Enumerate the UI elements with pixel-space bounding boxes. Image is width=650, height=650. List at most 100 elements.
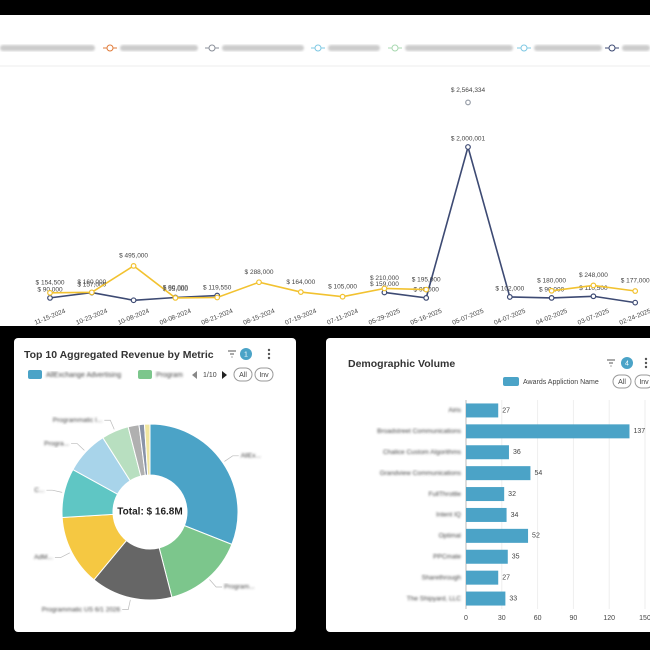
data-label: $ 2,000,001 <box>451 136 486 143</box>
menu-icon[interactable] <box>267 348 271 360</box>
y-tick-label: Grandview Communications <box>380 470 462 477</box>
legend-text <box>534 45 602 51</box>
x-tick-label: 60 <box>534 615 542 622</box>
slice-label: C... <box>34 487 44 494</box>
point <box>506 294 513 300</box>
inv-button[interactable] <box>254 367 274 382</box>
filter-icon[interactable] <box>228 350 236 358</box>
x-tick-label: 30 <box>498 615 506 622</box>
x-tick-label: 150 <box>639 615 650 622</box>
point <box>339 293 346 300</box>
data-label: $ 180,000 <box>537 277 566 284</box>
point <box>381 285 388 292</box>
legend-label: AllExchange Advertising <box>46 372 121 379</box>
point <box>172 294 179 301</box>
legend-text <box>622 45 650 51</box>
legend-marker <box>314 44 322 52</box>
leader-line <box>122 599 131 610</box>
bar <box>466 403 499 418</box>
value-label: 27 <box>502 574 510 581</box>
point <box>130 262 137 269</box>
value-label: 27 <box>502 407 510 414</box>
y-tick-label: Optimal <box>439 533 462 540</box>
point <box>632 299 639 306</box>
bar <box>466 424 630 439</box>
y-tick-label: PPCmate <box>433 553 461 560</box>
data-label: $ 105,000 <box>328 283 357 290</box>
filter-icon[interactable] <box>607 359 615 367</box>
bar <box>466 445 509 460</box>
data-label: $ 154,500 <box>36 280 65 287</box>
legend-text <box>405 45 513 51</box>
slice-label: Progra... <box>44 440 69 447</box>
all-button[interactable] <box>612 374 632 389</box>
line-legend <box>0 44 650 52</box>
bar <box>466 487 505 502</box>
filter-badge <box>240 348 252 360</box>
legend-label: Awards Appliction Name <box>523 379 599 386</box>
point <box>465 99 471 106</box>
value-label: 35 <box>512 554 520 561</box>
data-label: $ 177,000 <box>621 278 650 285</box>
point <box>632 288 639 294</box>
value-label: 137 <box>633 428 645 435</box>
leader-line <box>224 455 239 462</box>
value-label: 52 <box>532 533 540 540</box>
value-label: 33 <box>509 595 517 602</box>
inv-button[interactable] <box>634 374 650 389</box>
badge-count: 4 <box>625 360 629 367</box>
top-panel <box>0 15 650 326</box>
legend-prev[interactable] <box>192 371 197 379</box>
value-label: 36 <box>513 449 521 456</box>
legend-swatch <box>503 377 519 386</box>
legend-text <box>120 45 198 51</box>
slice-label: Program... <box>224 584 255 591</box>
menu-icon[interactable] <box>644 357 648 369</box>
data-label: $ 195,000 <box>412 276 441 283</box>
data-label: $ 110,500 <box>579 285 608 292</box>
leader-line <box>46 489 63 493</box>
y-tick-label: FullThrottle <box>428 491 461 498</box>
data-label: $ 159,000 <box>370 281 399 288</box>
y-tick-label: Chalice Custom Algorithms <box>383 449 462 456</box>
legend-text <box>0 45 95 51</box>
data-label: $ 210,000 <box>370 275 399 282</box>
inv-label: Inv <box>259 372 269 379</box>
value-label: 34 <box>511 512 519 519</box>
point <box>423 286 430 293</box>
value-label: 32 <box>508 491 516 498</box>
y-tick-label: The Shipyard, LLC <box>407 595 462 602</box>
bar-card <box>326 338 650 632</box>
point <box>297 289 304 295</box>
data-label: $ 95,000 <box>163 286 189 293</box>
x-tick-label: 90 <box>570 615 578 622</box>
point <box>548 287 555 294</box>
legend-marker <box>608 44 616 52</box>
bar <box>466 507 507 522</box>
data-label: $ 495,000 <box>119 253 148 260</box>
slice-label: Programmatic US 6/1 2026 <box>42 606 121 613</box>
leader-line <box>104 419 115 430</box>
y-tick-label: Broadstreet Communications <box>377 428 462 435</box>
data-label: $ 164,000 <box>286 279 315 286</box>
bar <box>466 549 508 564</box>
y-tick-label: Sharethrough <box>422 574 462 581</box>
point <box>214 294 221 301</box>
x-tick-label: 120 <box>603 615 615 622</box>
legend-text <box>328 45 380 51</box>
point <box>47 294 53 301</box>
legend-page: 1/10 <box>203 372 217 379</box>
data-label: $ 102,000 <box>495 286 524 293</box>
legend-next[interactable] <box>222 371 227 379</box>
center-label: Total: $ 16.8M <box>117 507 182 518</box>
all-label: All <box>239 372 247 379</box>
filter-badge <box>621 357 633 369</box>
data-label: $ 160,000 <box>77 279 106 286</box>
all-button[interactable] <box>233 367 253 382</box>
bar <box>466 466 531 481</box>
point <box>47 289 53 296</box>
data-label: $ 248,000 <box>579 272 608 279</box>
bar <box>466 591 506 606</box>
point <box>130 297 137 304</box>
